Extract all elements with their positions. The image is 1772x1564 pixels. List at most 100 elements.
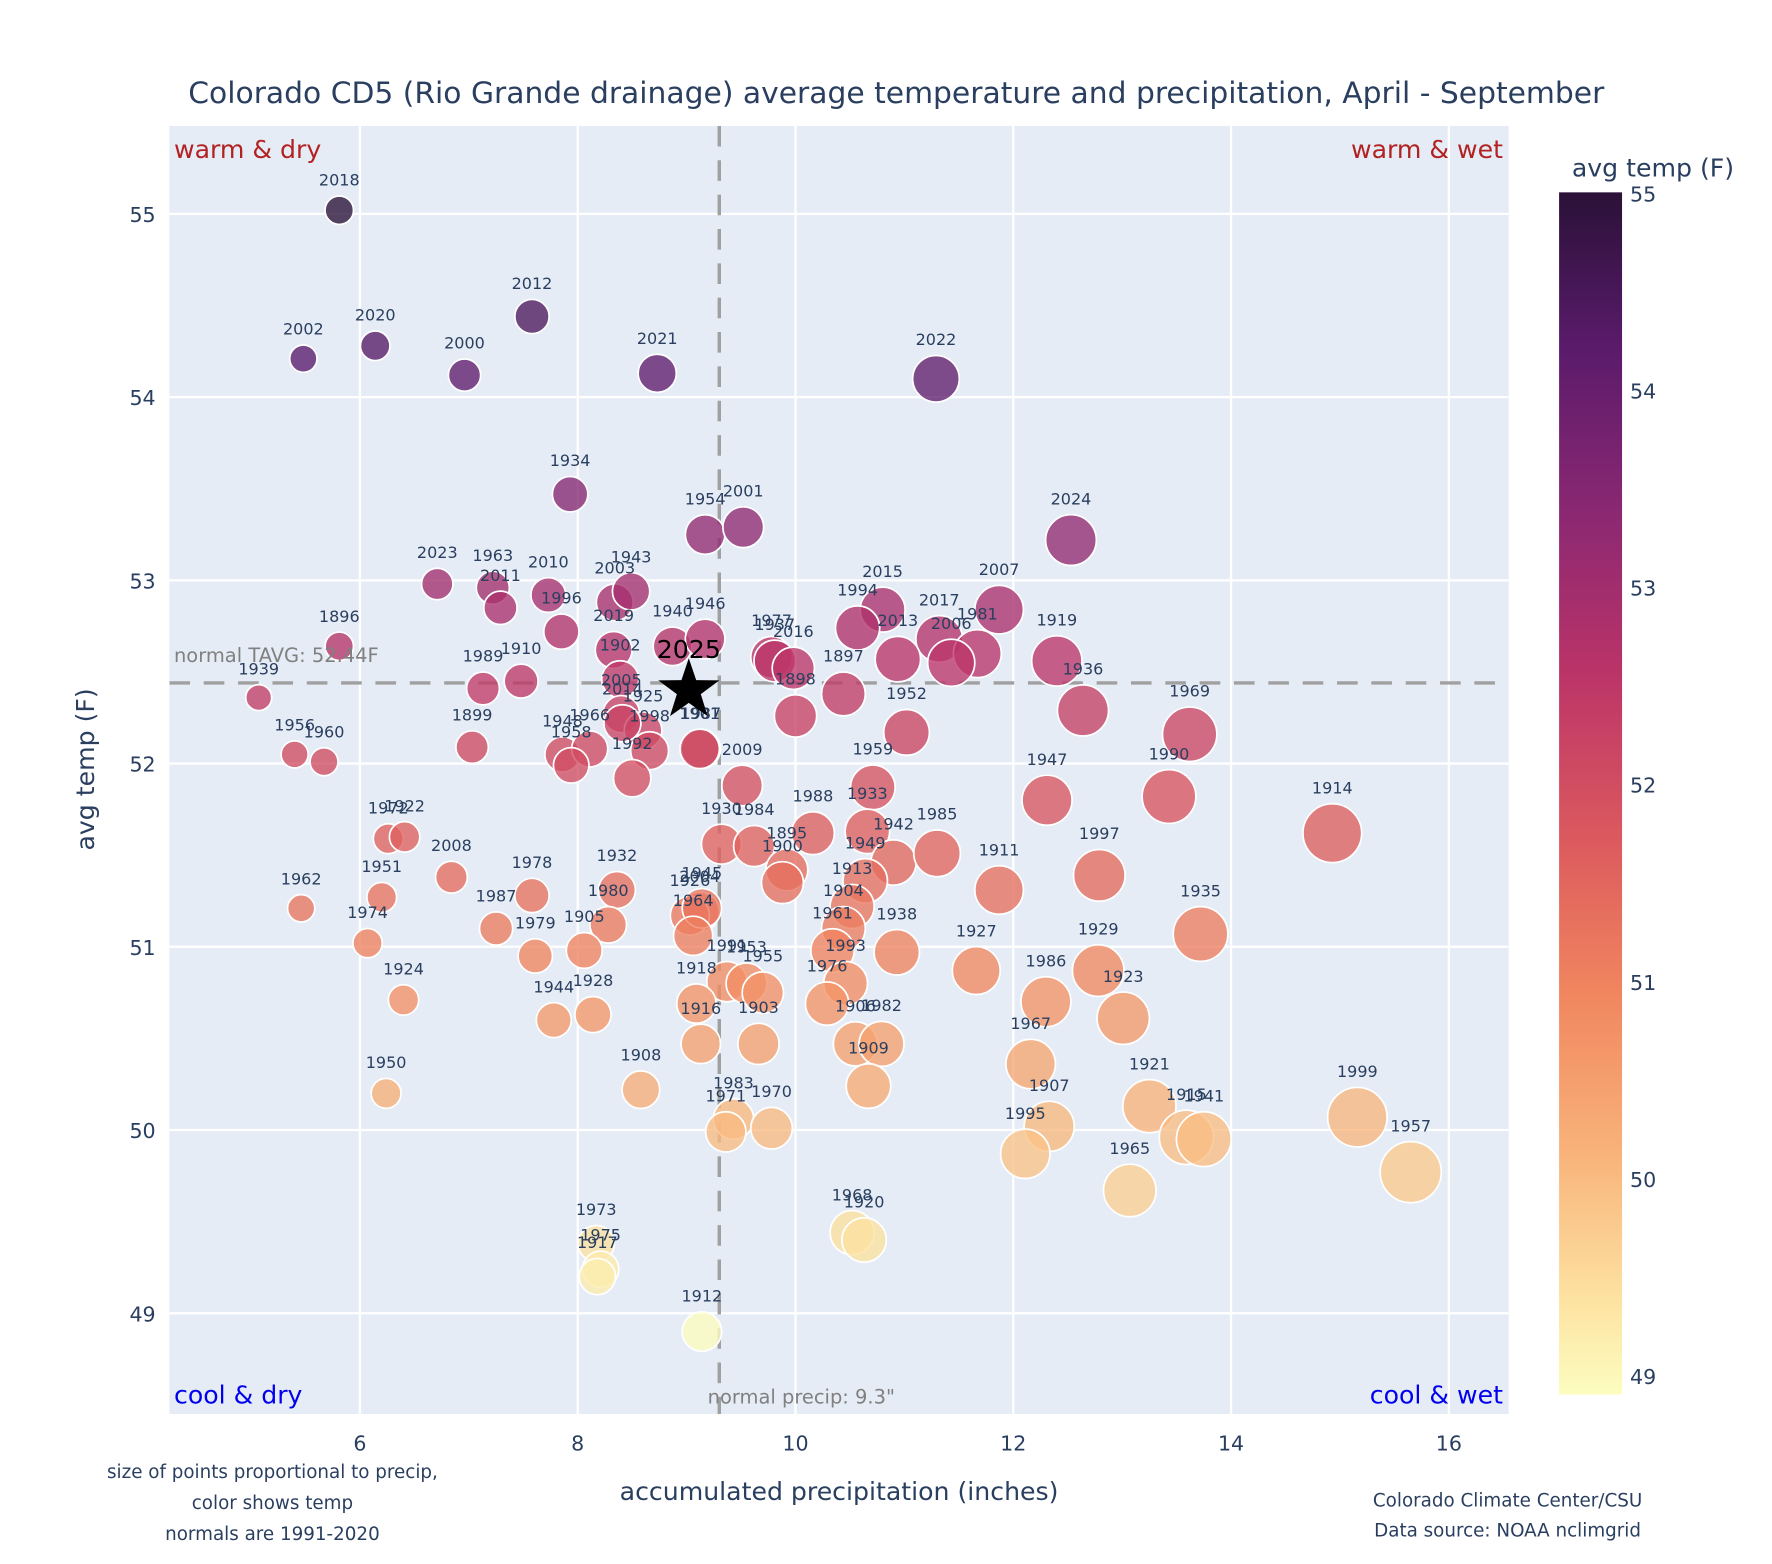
data-point bbox=[388, 820, 421, 853]
data-point bbox=[834, 604, 881, 651]
point-label: 1956 bbox=[274, 716, 315, 735]
data-point bbox=[455, 729, 490, 765]
data-point bbox=[288, 344, 318, 374]
point-label: 1943 bbox=[611, 547, 652, 566]
point-label: 1968 bbox=[832, 1185, 873, 1204]
data-point bbox=[447, 358, 482, 393]
point-label: 1948 bbox=[542, 711, 583, 730]
data-point bbox=[482, 590, 518, 626]
data-point bbox=[912, 829, 962, 878]
point-label: 1983 bbox=[713, 1073, 754, 1092]
data-point bbox=[1056, 684, 1110, 737]
point-label: 2007 bbox=[979, 560, 1020, 579]
data-point bbox=[741, 971, 785, 1015]
point-label: 1966 bbox=[569, 706, 610, 725]
data-point bbox=[309, 746, 339, 777]
data-point bbox=[858, 1020, 905, 1068]
colorbar-tick-label: 55 bbox=[1630, 183, 1656, 207]
data-point bbox=[1096, 991, 1151, 1046]
point-label: 1927 bbox=[956, 921, 997, 940]
y-tick-label: 49 bbox=[129, 1302, 155, 1326]
data-point bbox=[611, 571, 651, 611]
point-label: 2017 bbox=[919, 590, 960, 609]
point-label: 1975 bbox=[580, 1226, 621, 1245]
chart-title: Colorado CD5 (Rio Grande drainage) avera… bbox=[188, 76, 1605, 111]
point-label: 1999 bbox=[1337, 1062, 1378, 1081]
point-label: 1937 bbox=[754, 615, 795, 634]
point-label: 2020 bbox=[355, 306, 396, 325]
data-point bbox=[722, 505, 765, 549]
point-label: 1974 bbox=[347, 903, 388, 922]
point-label: 2016 bbox=[773, 622, 814, 641]
point-label: 1918 bbox=[676, 959, 717, 978]
quadrant-label-cool-wet: cool & wet bbox=[1370, 1381, 1503, 1410]
normal-precip-label: normal precip: 9.3" bbox=[708, 1386, 895, 1409]
point-label: 2009 bbox=[722, 740, 763, 759]
point-label: 2023 bbox=[417, 543, 458, 562]
point-label: 1923 bbox=[1103, 967, 1144, 986]
y-tick-label: 51 bbox=[129, 936, 155, 960]
point-label: 1998 bbox=[629, 706, 670, 725]
x-tick-label: 10 bbox=[782, 1432, 808, 1456]
data-point bbox=[420, 567, 454, 601]
data-point bbox=[366, 881, 398, 914]
point-label: 1993 bbox=[825, 936, 866, 955]
point-label: 2015 bbox=[862, 562, 903, 581]
point-label: 1910 bbox=[501, 639, 542, 658]
point-label: 2006 bbox=[931, 614, 972, 633]
point-label: 1941 bbox=[1183, 1086, 1224, 1105]
data-point bbox=[999, 1128, 1051, 1180]
x-axis-title: accumulated precipitation (inches) bbox=[620, 1477, 1059, 1506]
data-point bbox=[1044, 513, 1098, 567]
data-point bbox=[1020, 975, 1072, 1028]
point-label: 1962 bbox=[281, 869, 322, 888]
data-point bbox=[790, 810, 836, 856]
point-label: 2010 bbox=[528, 552, 569, 571]
y-axis-ticks: 49 50 51 52 53 54 55 bbox=[129, 203, 155, 1326]
data-point bbox=[926, 638, 976, 688]
point-label: 1900 bbox=[762, 836, 803, 855]
data-point bbox=[874, 635, 922, 683]
point-label: 1913 bbox=[832, 859, 873, 878]
point-label: 1960 bbox=[304, 722, 345, 741]
point-label: 1964 bbox=[673, 891, 714, 910]
data-point bbox=[551, 475, 589, 513]
data-point bbox=[841, 1216, 888, 1264]
y-axis-title: avg temp (F) bbox=[71, 688, 100, 850]
colorbar-tick-label: 53 bbox=[1630, 577, 1656, 601]
x-tick-label: 16 bbox=[1436, 1432, 1462, 1456]
point-label: 1911 bbox=[979, 840, 1020, 859]
quadrant-label-warm-dry: warm & dry bbox=[174, 135, 321, 164]
note-left-line: color shows temp bbox=[192, 1493, 353, 1514]
data-point bbox=[732, 824, 776, 868]
point-label: 2024 bbox=[1051, 489, 1092, 508]
data-point bbox=[465, 671, 501, 706]
note-left-line: normals are 1991-2020 bbox=[165, 1524, 380, 1545]
quadrant-label-warm-wet: warm & wet bbox=[1351, 135, 1503, 164]
point-label: 1907 bbox=[1029, 1076, 1070, 1095]
point-label: 1947 bbox=[1027, 750, 1068, 769]
point-label: 1978 bbox=[512, 853, 553, 872]
colorbar-tick-label: 50 bbox=[1630, 1168, 1656, 1192]
point-label: 1987 bbox=[476, 887, 517, 906]
point-label: 1961 bbox=[812, 903, 853, 922]
point-label: 1952 bbox=[886, 684, 927, 703]
y-tick-label: 50 bbox=[129, 1119, 155, 1143]
point-label: 2018 bbox=[319, 171, 360, 190]
point-label: 1950 bbox=[366, 1053, 407, 1072]
data-point bbox=[1326, 1086, 1388, 1148]
point-label: 1994 bbox=[837, 581, 878, 600]
colorbar-tick-label: 54 bbox=[1630, 380, 1656, 404]
data-point bbox=[681, 1310, 723, 1353]
point-label: 1938 bbox=[876, 904, 917, 923]
point-label: 2014 bbox=[602, 679, 643, 698]
quadrant-label-cool-dry: cool & dry bbox=[174, 1381, 303, 1410]
data-point bbox=[244, 683, 273, 712]
data-point bbox=[359, 330, 391, 362]
point-label: 1935 bbox=[1180, 881, 1221, 900]
point-label: 1992 bbox=[612, 734, 653, 753]
point-label: 1933 bbox=[847, 784, 888, 803]
point-label: 1942 bbox=[873, 815, 914, 834]
source-line: Data source: NOAA nclimgrid bbox=[1374, 1521, 1641, 1542]
data-point bbox=[602, 703, 642, 743]
